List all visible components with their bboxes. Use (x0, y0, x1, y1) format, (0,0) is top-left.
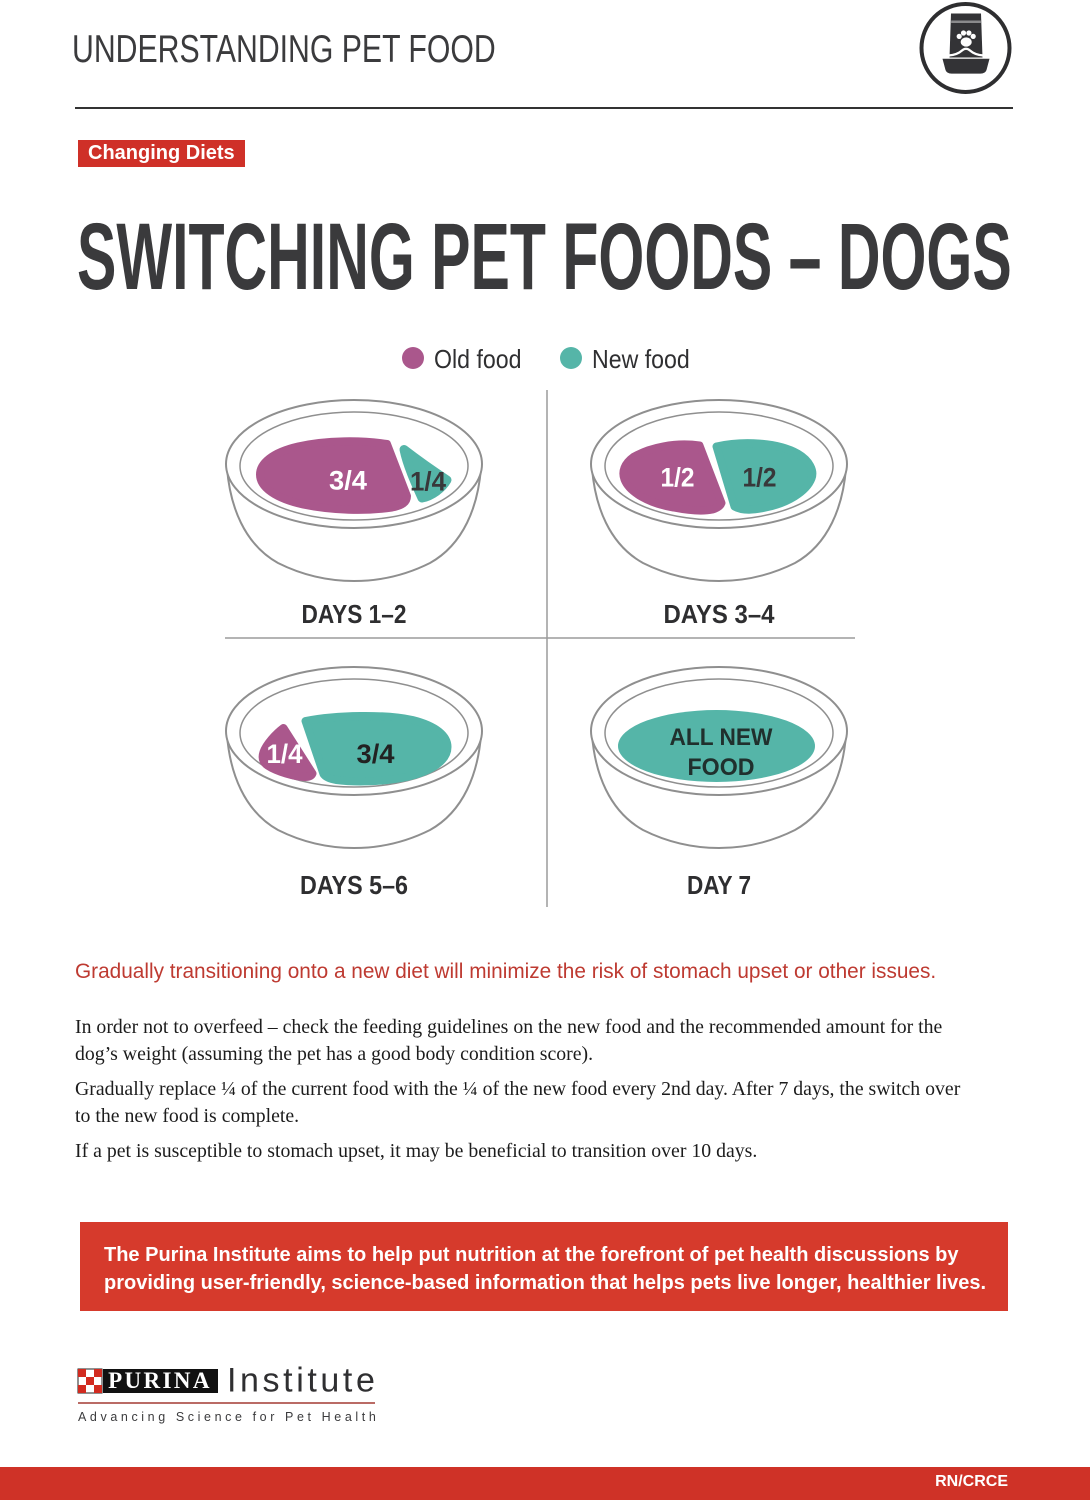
svg-text:PURINA: PURINA (108, 1368, 212, 1393)
svg-text:1/2: 1/2 (743, 463, 777, 493)
svg-text:1/4: 1/4 (410, 467, 446, 497)
svg-text:DAYS 5–6: DAYS 5–6 (300, 870, 408, 900)
svg-text:DAYS 1–2: DAYS 1–2 (302, 599, 407, 629)
svg-text:3/4: 3/4 (357, 739, 395, 769)
svg-text:Institute: Institute (227, 1362, 378, 1400)
svg-text:3/4: 3/4 (329, 466, 367, 496)
svg-text:Advancing Science for Pet Heal: Advancing Science for Pet Health (78, 1410, 379, 1424)
svg-text:ALL NEW: ALL NEW (670, 724, 773, 751)
svg-text:1/2: 1/2 (661, 463, 695, 493)
svg-text:DAYS 3–4: DAYS 3–4 (664, 599, 775, 629)
svg-text:DAY 7: DAY 7 (687, 870, 751, 900)
svg-text:FOOD: FOOD (688, 754, 755, 781)
svg-text:1/4: 1/4 (267, 739, 303, 769)
